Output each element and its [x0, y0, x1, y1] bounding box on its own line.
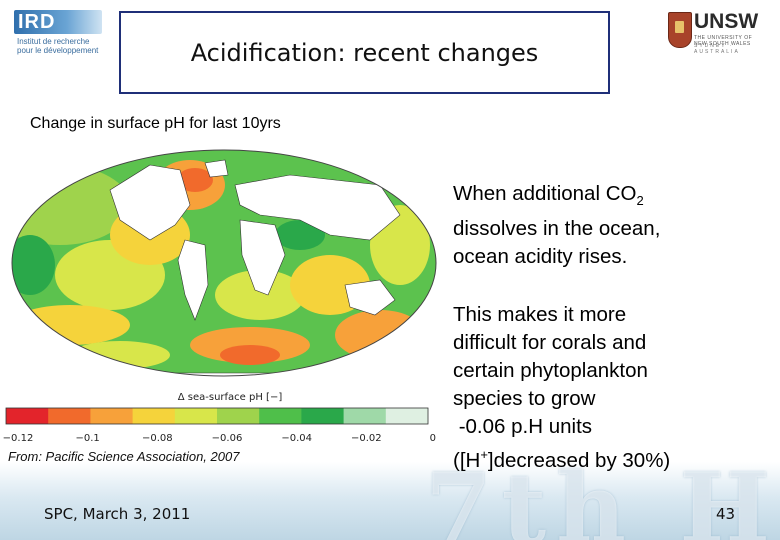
page-number: 43: [716, 505, 736, 523]
para2-line6-before: ([H: [453, 448, 481, 472]
para1-line1-text: When additional CO: [453, 182, 637, 205]
para2-line1: This makes it more: [453, 303, 627, 327]
colorbar-tick-label: −0.12: [3, 433, 34, 444]
para1-line3: ocean acidity rises.: [453, 245, 628, 269]
colorbar-swatch: [259, 408, 302, 424]
source-caption: From: Pacific Science Association, 2007: [8, 449, 240, 464]
colorbar-tick-label: −0.1: [76, 433, 100, 444]
colorbar-swatch: [301, 408, 345, 424]
unsw-logo: UNSW THE UNIVERSITY OF NEW SOUTH WALES S…: [668, 10, 764, 55]
colorbar-tick-label: −0.02: [351, 433, 382, 444]
map-subtitle: Change in surface pH for last 10yrs: [30, 115, 281, 132]
para2-line6: ([H+]decreased by 30%): [453, 441, 773, 475]
para2-line4: species to grow: [453, 387, 596, 411]
para2-line3: certain phytoplankton: [453, 359, 648, 383]
para2-line2: difficult for corals and: [453, 331, 647, 355]
colorbar-swatch: [385, 408, 429, 424]
unsw-logo-subtext: THE UNIVERSITY OF NEW SOUTH WALES: [694, 35, 753, 47]
map-border: [11, 149, 437, 377]
colorbar-swatch: [6, 408, 49, 424]
explanation-paragraph-2: This makes it more difficult for corals …: [453, 301, 773, 475]
co2-subscript: 2: [636, 193, 644, 209]
colorbar-swatch: [90, 408, 134, 424]
para2-line5: -0.06 p.H units: [453, 415, 593, 439]
colorbar-tick-label: 0: [430, 433, 436, 444]
world-ocean-map: Δ sea-surface pH [−] −0.12 −0.1 −0.08 −0.06…: [3, 149, 437, 444]
colorbar-tick-label: −0.06: [212, 433, 243, 444]
explanation-text: When additional CO2 dissolves in the oce…: [453, 180, 773, 475]
ird-logo: IRD Institut de recherche pour le dévelo…: [14, 10, 102, 64]
para1-line2: dissolves in the ocean,: [453, 217, 661, 241]
ird-logo-mark: [14, 10, 102, 34]
explanation-paragraph-1: When additional CO2 dissolves in the oce…: [453, 180, 773, 271]
para2-line6-after: ]decreased by 30%): [487, 448, 671, 472]
ocean-field: [12, 150, 436, 376]
colorbar-tick-label: −0.04: [281, 433, 312, 444]
colorbar-swatch: [48, 408, 91, 424]
colorbar-outline: [5, 407, 429, 425]
colorbar-tick-label: −0.08: [142, 433, 173, 444]
footer-band: [0, 462, 780, 540]
slide-title: Acidification: recent changes: [190, 39, 539, 67]
colorbar-swatch: [174, 408, 218, 424]
hydrogen-superscript: +: [480, 447, 488, 463]
title-box: Acidification: recent changes: [119, 11, 610, 94]
footer-date: SPC, March 3, 2011: [44, 505, 191, 523]
colorbar-swatch: [343, 408, 387, 424]
unsw-logo-subtext2: SYDNEY · AUSTRALIA: [694, 43, 740, 55]
para1-line1: When additional CO2: [453, 180, 773, 215]
colorbar-ticks: −0.12 −0.1 −0.08 −0.06 −0.04 −0.02 0: [3, 433, 436, 444]
ird-logo-subtext: Institut de recherche pour le développem…: [17, 37, 99, 55]
footer-watermark: 7th HCF: [425, 452, 780, 540]
colorbar-swatch: [132, 408, 176, 424]
colorbar-swatch: [217, 408, 260, 424]
colorbar: [5, 407, 429, 425]
unsw-logo-text: UNSW: [694, 10, 759, 33]
colorbar-label: Δ sea-surface pH [−]: [178, 392, 283, 403]
ird-logo-text: IRD: [18, 11, 56, 33]
unsw-crest-icon: [668, 12, 692, 48]
ph-change-map: Δ sea-surface pH [−] −0.12 −0.1 −0.08 −0.06…: [0, 145, 440, 445]
